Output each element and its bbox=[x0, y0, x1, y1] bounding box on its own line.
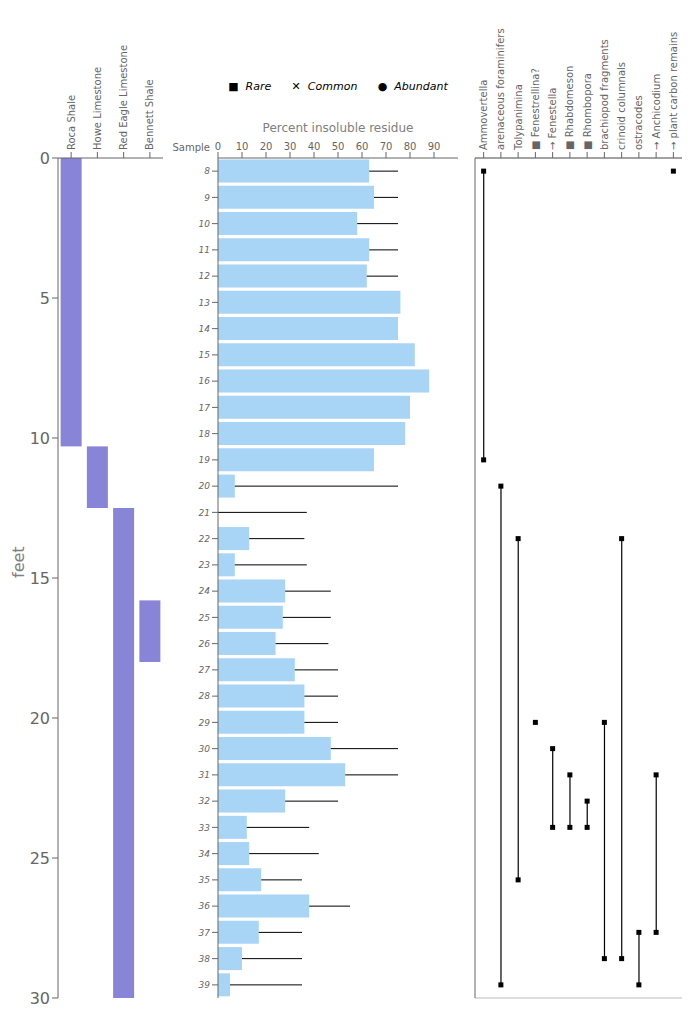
svg-text:arenaceous foraminifers: arenaceous foraminifers bbox=[495, 28, 506, 150]
svg-text:20: 20 bbox=[30, 709, 50, 728]
svg-text:13: 13 bbox=[199, 298, 211, 308]
svg-text:Bennett Shale: Bennett Shale bbox=[144, 79, 155, 150]
svg-text:Howe Limestone: Howe Limestone bbox=[92, 67, 103, 150]
svg-text:14: 14 bbox=[199, 324, 211, 334]
svg-text:■ Fenestrellina?: ■ Fenestrellina? bbox=[530, 68, 541, 150]
html-text:Sample: Sample bbox=[172, 142, 210, 153]
svg-text:10: 10 bbox=[30, 429, 50, 448]
svg-text:ostracodes: ostracodes bbox=[633, 95, 644, 150]
svg-text:16: 16 bbox=[199, 376, 211, 386]
svg-text:8: 8 bbox=[204, 166, 210, 176]
svg-text:Ammovertella: Ammovertella bbox=[478, 80, 489, 150]
svg-text:0: 0 bbox=[215, 141, 221, 152]
svg-text:27: 27 bbox=[199, 665, 211, 675]
svg-text:11: 11 bbox=[199, 245, 210, 255]
svg-text:40: 40 bbox=[308, 141, 321, 152]
svg-text:crinoid columnals: crinoid columnals bbox=[616, 62, 627, 150]
svg-text:30: 30 bbox=[284, 141, 297, 152]
svg-text:15: 15 bbox=[199, 350, 211, 360]
svg-text:25: 25 bbox=[30, 849, 50, 868]
svg-text:30: 30 bbox=[199, 744, 211, 754]
svg-text:39: 39 bbox=[199, 980, 211, 990]
svg-text:80: 80 bbox=[404, 141, 417, 152]
html-text:● Abundant: ● Abundant bbox=[377, 80, 448, 93]
svg-text:0: 0 bbox=[40, 149, 50, 168]
svg-text:30: 30 bbox=[30, 989, 50, 1008]
svg-text:feet: feet bbox=[9, 546, 28, 578]
svg-text:5: 5 bbox=[40, 289, 50, 308]
svg-text:50: 50 bbox=[332, 141, 345, 152]
svg-text:36: 36 bbox=[199, 901, 211, 911]
svg-text:70: 70 bbox=[380, 141, 393, 152]
svg-text:17: 17 bbox=[199, 403, 211, 413]
svg-text:20: 20 bbox=[199, 481, 211, 491]
html-text:■ Rare: ■ Rare bbox=[228, 80, 272, 93]
svg-text:37: 37 bbox=[199, 928, 211, 938]
svg-text:■ Rhabdomeson: ■ Rhabdomeson bbox=[564, 66, 575, 150]
svg-text:35: 35 bbox=[199, 875, 211, 885]
svg-text:60: 60 bbox=[356, 141, 369, 152]
svg-text:19: 19 bbox=[199, 455, 211, 465]
svg-text:→ Fenestella: → Fenestella bbox=[547, 88, 558, 150]
html-text:✕ Common: ✕ Common bbox=[291, 80, 358, 93]
svg-text:22: 22 bbox=[199, 534, 211, 544]
svg-text:15: 15 bbox=[30, 569, 50, 588]
svg-text:25: 25 bbox=[199, 613, 211, 623]
svg-text:18: 18 bbox=[199, 429, 211, 439]
svg-text:12: 12 bbox=[199, 271, 211, 281]
svg-text:→ plant carbon remains: → plant carbon remains bbox=[668, 32, 679, 150]
svg-text:26: 26 bbox=[199, 639, 211, 649]
svg-text:90: 90 bbox=[428, 141, 441, 152]
svg-text:brachiopod fragments: brachiopod fragments bbox=[599, 39, 610, 150]
svg-text:■ Rhombopora: ■ Rhombopora bbox=[582, 73, 593, 150]
svg-text:31: 31 bbox=[199, 770, 210, 780]
svg-text:→ Anchicodium: → Anchicodium bbox=[651, 74, 662, 150]
svg-text:33: 33 bbox=[199, 823, 211, 833]
svg-text:23: 23 bbox=[199, 560, 211, 570]
svg-text:38: 38 bbox=[199, 954, 211, 964]
svg-text:21: 21 bbox=[199, 508, 210, 518]
svg-text:24: 24 bbox=[199, 586, 211, 596]
svg-text:28: 28 bbox=[199, 691, 211, 701]
svg-text:34: 34 bbox=[199, 849, 211, 859]
svg-text:10: 10 bbox=[199, 219, 211, 229]
svg-text:Roca Shale: Roca Shale bbox=[66, 95, 77, 150]
svg-text:Percent insoluble residue: Percent insoluble residue bbox=[263, 121, 414, 135]
svg-text:9: 9 bbox=[204, 193, 210, 203]
svg-text:32: 32 bbox=[199, 796, 211, 806]
svg-text:Red Eagle Limestone: Red Eagle Limestone bbox=[118, 45, 129, 150]
svg-text:20: 20 bbox=[260, 141, 273, 152]
svg-text:29: 29 bbox=[199, 718, 211, 728]
svg-text:Tolypanimina: Tolypanimina bbox=[513, 84, 524, 151]
svg-text:10: 10 bbox=[236, 141, 249, 152]
